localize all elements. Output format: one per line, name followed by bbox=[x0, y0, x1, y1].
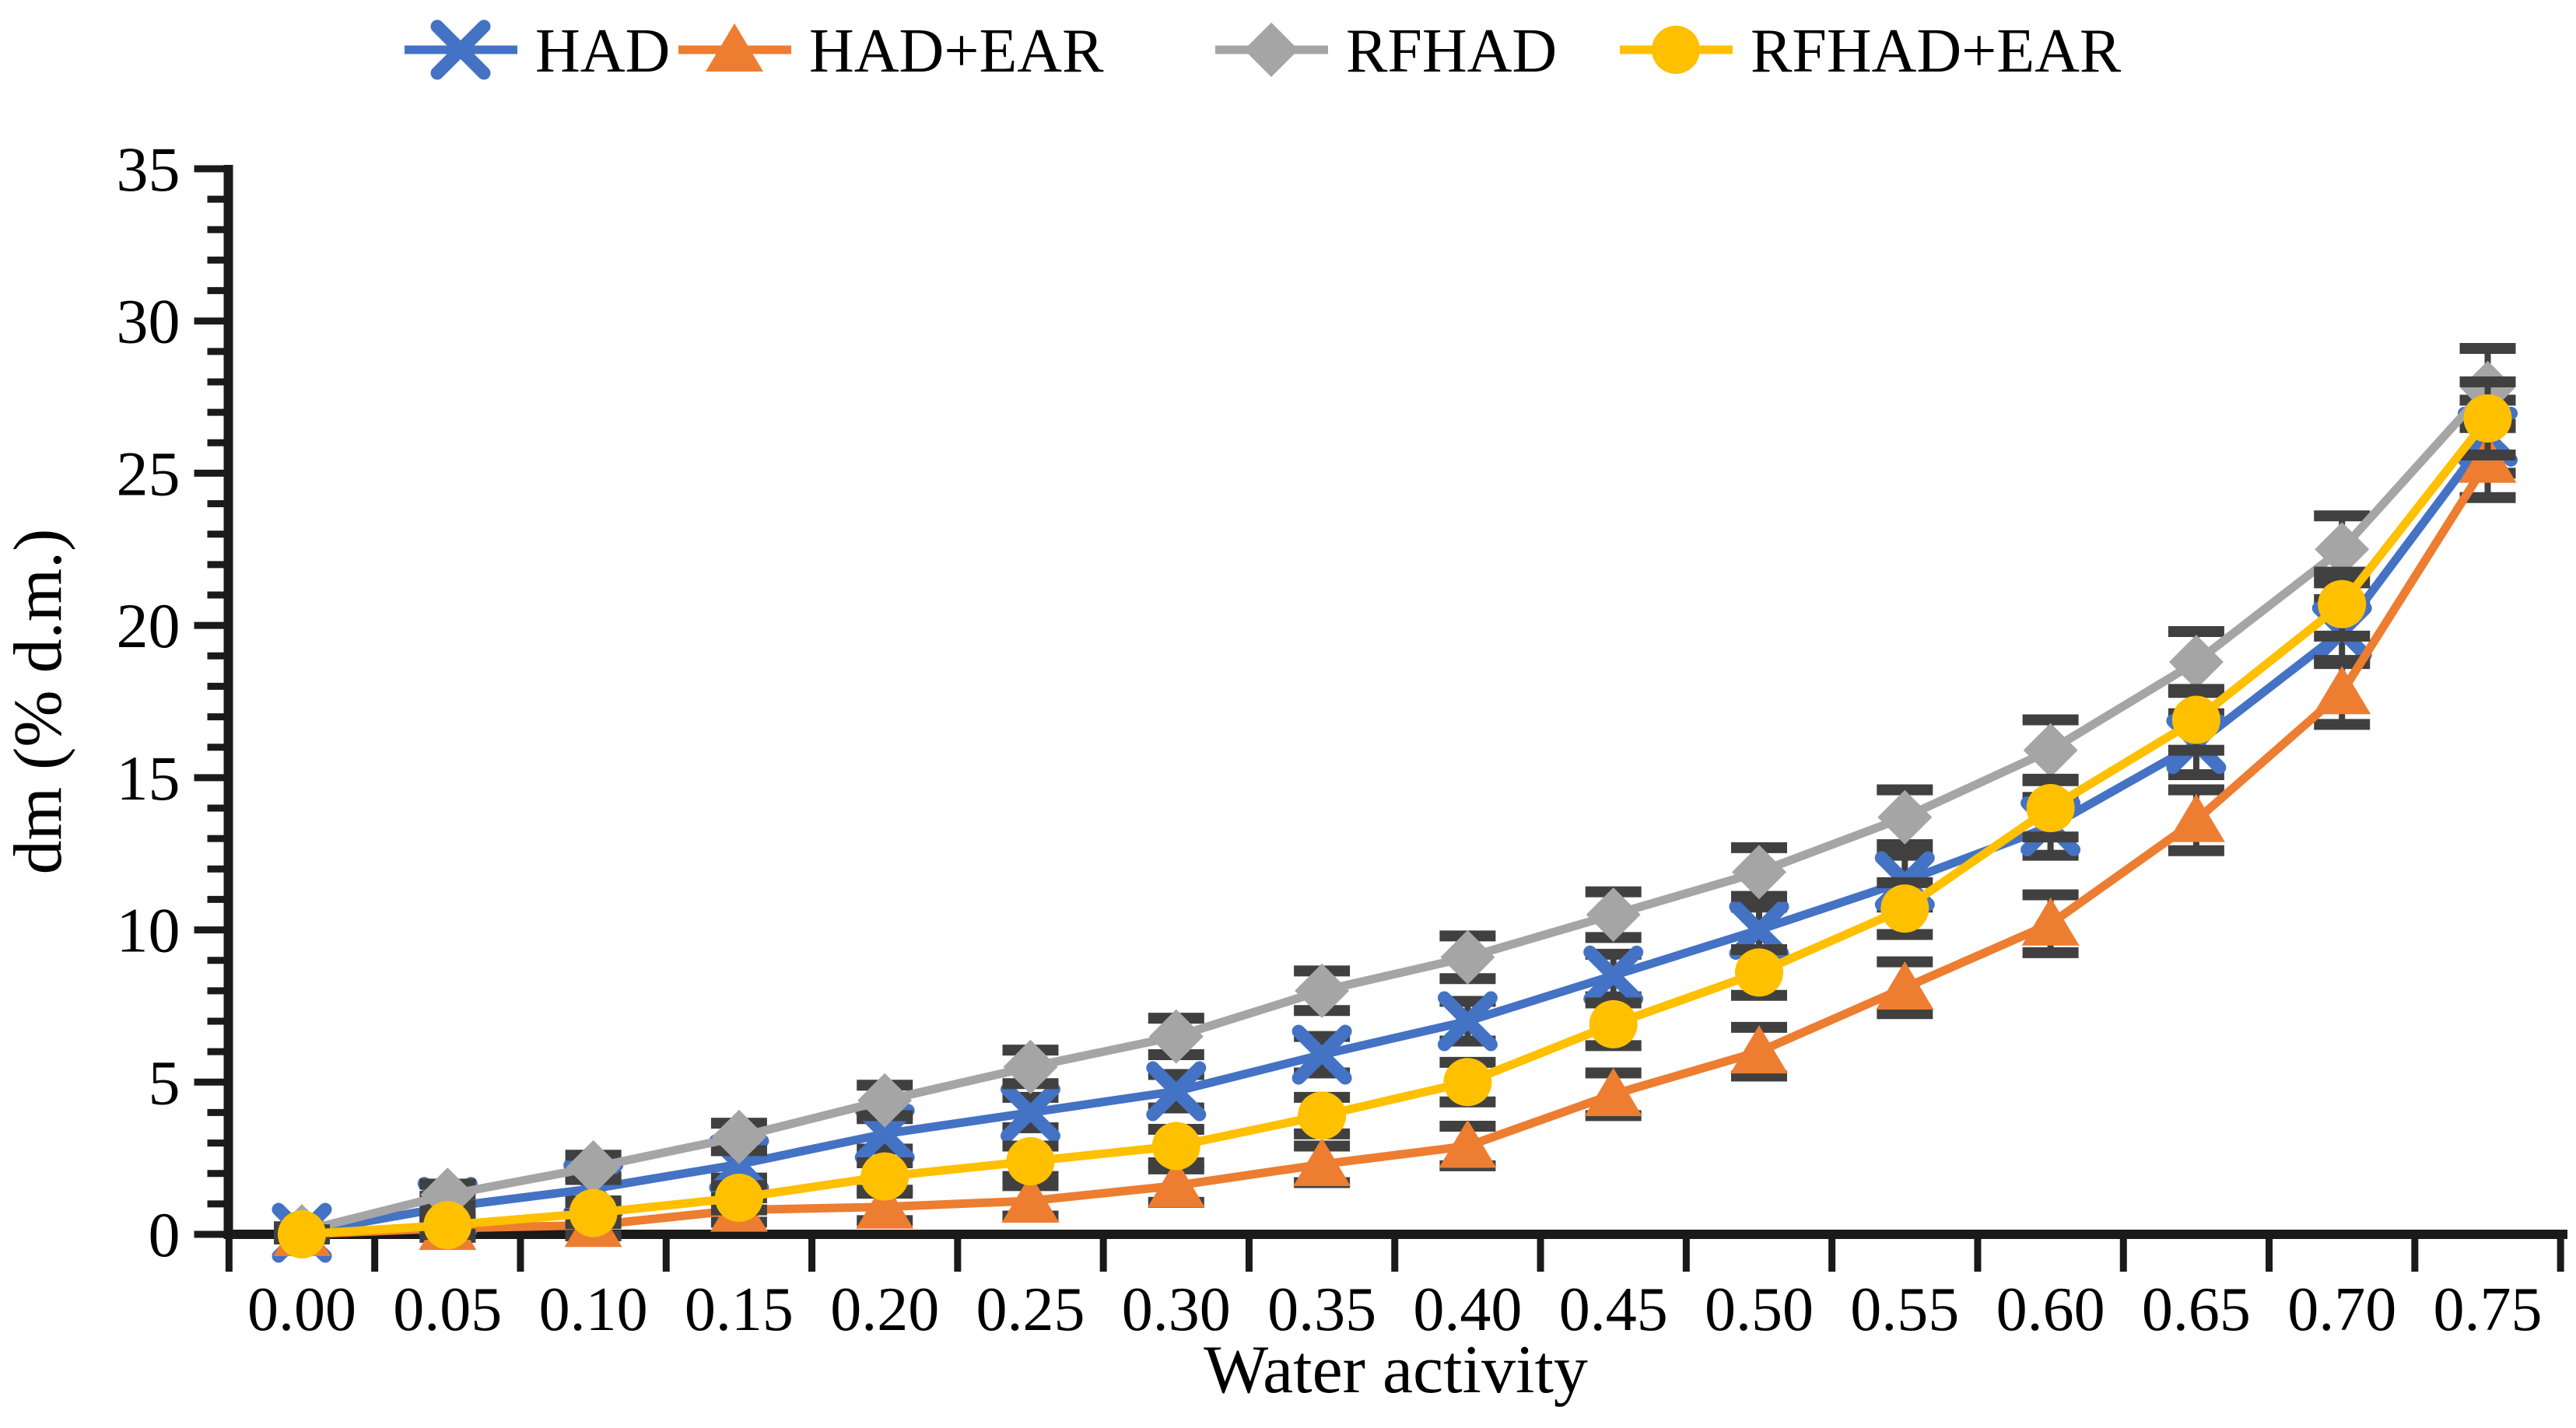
legend-label: RFHAD bbox=[1346, 17, 1557, 86]
marker-diamond bbox=[711, 1109, 766, 1164]
x-tick-label: 0.55 bbox=[1850, 1276, 1959, 1344]
marker-triangle bbox=[1730, 1025, 1788, 1074]
marker-diamond bbox=[1732, 845, 1786, 900]
marker-circle bbox=[2171, 695, 2220, 744]
marker-x bbox=[1437, 991, 1498, 1052]
marker-diamond bbox=[566, 1139, 621, 1195]
y-tick-label: 15 bbox=[117, 743, 180, 814]
legend-label: RFHAD+EAR bbox=[1751, 17, 2122, 86]
marker-triangle bbox=[1876, 961, 1934, 1010]
marker-circle bbox=[714, 1174, 763, 1223]
x-tick-label: 0.40 bbox=[1413, 1276, 1522, 1344]
marker-diamond bbox=[1003, 1039, 1058, 1094]
marker-x bbox=[1583, 945, 1644, 1006]
marker-diamond bbox=[1586, 887, 1641, 942]
series-line-HAD+EAR bbox=[297, 457, 2492, 1239]
marker-diamond bbox=[857, 1073, 913, 1128]
marker-x bbox=[1292, 1024, 1352, 1085]
x-tick-label: 0.35 bbox=[1267, 1276, 1376, 1344]
marker-circle bbox=[1443, 1058, 1492, 1107]
series-line-RFHAD bbox=[297, 383, 2492, 1236]
x-tick-label: 0.00 bbox=[247, 1276, 356, 1344]
marker-diamond bbox=[2023, 723, 2078, 778]
y-axis-title: dm (% d.m.) bbox=[1, 529, 76, 875]
x-tick-label: 0.30 bbox=[1122, 1276, 1231, 1344]
series-line-RFHAD+EAR bbox=[297, 414, 2492, 1239]
marker-diamond bbox=[1877, 789, 1933, 845]
legend-label: HAD bbox=[535, 17, 670, 86]
marker-triangle bbox=[2313, 666, 2371, 715]
marker-circle bbox=[423, 1201, 472, 1250]
x-tick-label: 0.70 bbox=[2287, 1276, 2396, 1344]
marker-triangle bbox=[2167, 793, 2225, 842]
y-tick-label: 5 bbox=[149, 1047, 180, 1118]
x-tick-label: 0.25 bbox=[976, 1276, 1085, 1344]
x-tick-label: 0.10 bbox=[539, 1276, 648, 1344]
y-tick-label: 0 bbox=[149, 1199, 180, 1270]
marker-triangle bbox=[1293, 1137, 1351, 1186]
x-tick-label: 0.65 bbox=[2142, 1276, 2251, 1344]
marker-triangle bbox=[2021, 897, 2080, 946]
x-tick-label: 0.20 bbox=[830, 1276, 939, 1344]
marker-diamond bbox=[1244, 23, 1299, 77]
marker-circle bbox=[1151, 1122, 1200, 1171]
marker-circle bbox=[278, 1210, 326, 1258]
series-line-HAD bbox=[297, 432, 2492, 1237]
x-tick-label: 0.15 bbox=[685, 1276, 794, 1344]
marker-diamond bbox=[2315, 522, 2370, 577]
marker-circle bbox=[860, 1152, 909, 1201]
x-tick-label: 0.60 bbox=[1996, 1276, 2105, 1344]
marker-diamond bbox=[1440, 929, 1495, 985]
marker-circle bbox=[569, 1188, 618, 1237]
marker-diamond bbox=[2168, 635, 2224, 690]
x-tick-label: 0.75 bbox=[2434, 1276, 2543, 1344]
marker-x bbox=[1146, 1061, 1207, 1122]
marker-circle bbox=[1006, 1137, 1055, 1186]
marker-circle bbox=[1880, 884, 1929, 933]
marker-diamond bbox=[1295, 963, 1350, 1018]
marker-triangle bbox=[1439, 1119, 1497, 1168]
y-tick-label: 10 bbox=[117, 895, 180, 966]
y-tick-label: 20 bbox=[117, 590, 180, 661]
marker-diamond bbox=[1148, 1009, 1204, 1064]
marker-circle bbox=[1652, 26, 1700, 74]
marker-x bbox=[1001, 1082, 1060, 1143]
x-tick-label: 0.50 bbox=[1705, 1276, 1814, 1344]
y-tick-label: 30 bbox=[117, 286, 180, 357]
marker-triangle bbox=[856, 1180, 914, 1229]
legend-label: HAD+EAR bbox=[809, 17, 1104, 86]
marker-triangle bbox=[1001, 1174, 1060, 1223]
marker-circle bbox=[1298, 1091, 1347, 1140]
marker-circle bbox=[2318, 579, 2367, 628]
marker-circle bbox=[2463, 394, 2512, 443]
marker-circle bbox=[1589, 999, 1638, 1048]
x-tick-label: 0.45 bbox=[1559, 1276, 1668, 1344]
y-tick-label: 25 bbox=[117, 438, 180, 509]
marker-circle bbox=[1735, 948, 1783, 997]
chart-generated-layer: 0 5 10 15 20 25 30 35 0.00 0.05 0.10 0.15 0.20 0.25 0.… bbox=[117, 17, 2567, 1344]
marker-triangle bbox=[1584, 1067, 1642, 1116]
marker-x bbox=[430, 19, 491, 80]
marker-triangle bbox=[1147, 1159, 1205, 1208]
x-tick-label: 0.05 bbox=[393, 1276, 502, 1344]
marker-triangle bbox=[706, 23, 763, 72]
y-tick-label: 35 bbox=[117, 134, 180, 205]
x-axis-title: Water activity bbox=[1204, 1332, 1588, 1408]
marker-circle bbox=[2026, 784, 2075, 832]
